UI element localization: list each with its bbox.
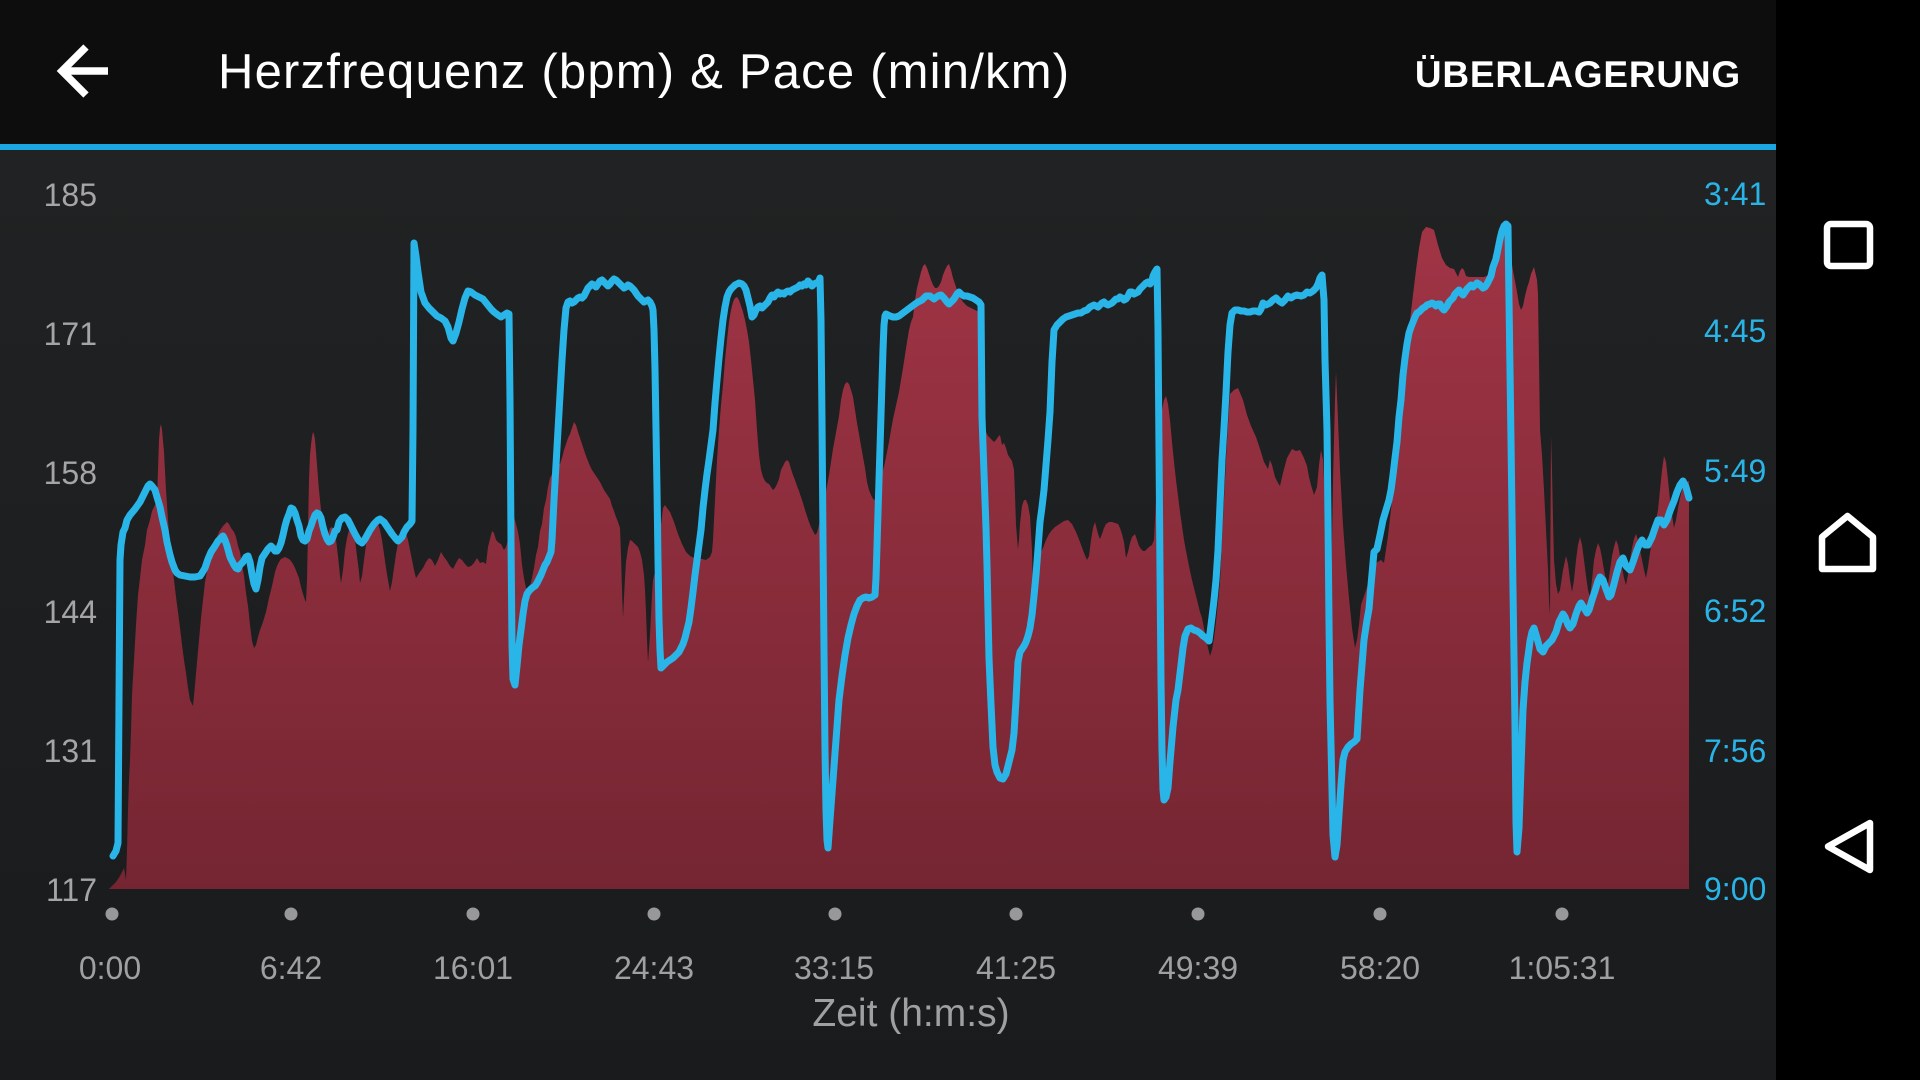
svg-text:3:41: 3:41 bbox=[1704, 176, 1766, 212]
svg-text:7:56: 7:56 bbox=[1704, 733, 1766, 769]
svg-text:58:20: 58:20 bbox=[1340, 950, 1420, 986]
svg-text:16:01: 16:01 bbox=[433, 950, 513, 986]
svg-text:41:25: 41:25 bbox=[976, 950, 1056, 986]
svg-text:ÜBERLAGERUNG: ÜBERLAGERUNG bbox=[1415, 54, 1741, 95]
svg-text:117: 117 bbox=[46, 872, 97, 908]
svg-text:Zeit (h:m:s): Zeit (h:m:s) bbox=[812, 992, 1009, 1035]
svg-text:131: 131 bbox=[44, 733, 97, 769]
svg-text:1:05:31: 1:05:31 bbox=[1509, 950, 1616, 986]
svg-text:6:52: 6:52 bbox=[1704, 593, 1766, 629]
svg-text:144: 144 bbox=[44, 594, 97, 630]
svg-text:4:45: 4:45 bbox=[1704, 313, 1766, 349]
svg-text:171: 171 bbox=[44, 316, 97, 352]
svg-text:0:00: 0:00 bbox=[79, 950, 141, 986]
svg-text:24:43: 24:43 bbox=[614, 950, 694, 986]
svg-text:5:49: 5:49 bbox=[1704, 453, 1766, 489]
svg-text:158: 158 bbox=[44, 455, 97, 491]
svg-text:Herzfrequenz (bpm) & Pace (min: Herzfrequenz (bpm) & Pace (min/km) bbox=[218, 45, 1070, 99]
svg-text:6:42: 6:42 bbox=[260, 950, 322, 986]
svg-text:185: 185 bbox=[44, 177, 97, 213]
svg-text:49:39: 49:39 bbox=[1158, 950, 1238, 986]
svg-text:9:00: 9:00 bbox=[1704, 871, 1766, 907]
svg-text:33:15: 33:15 bbox=[794, 950, 874, 986]
